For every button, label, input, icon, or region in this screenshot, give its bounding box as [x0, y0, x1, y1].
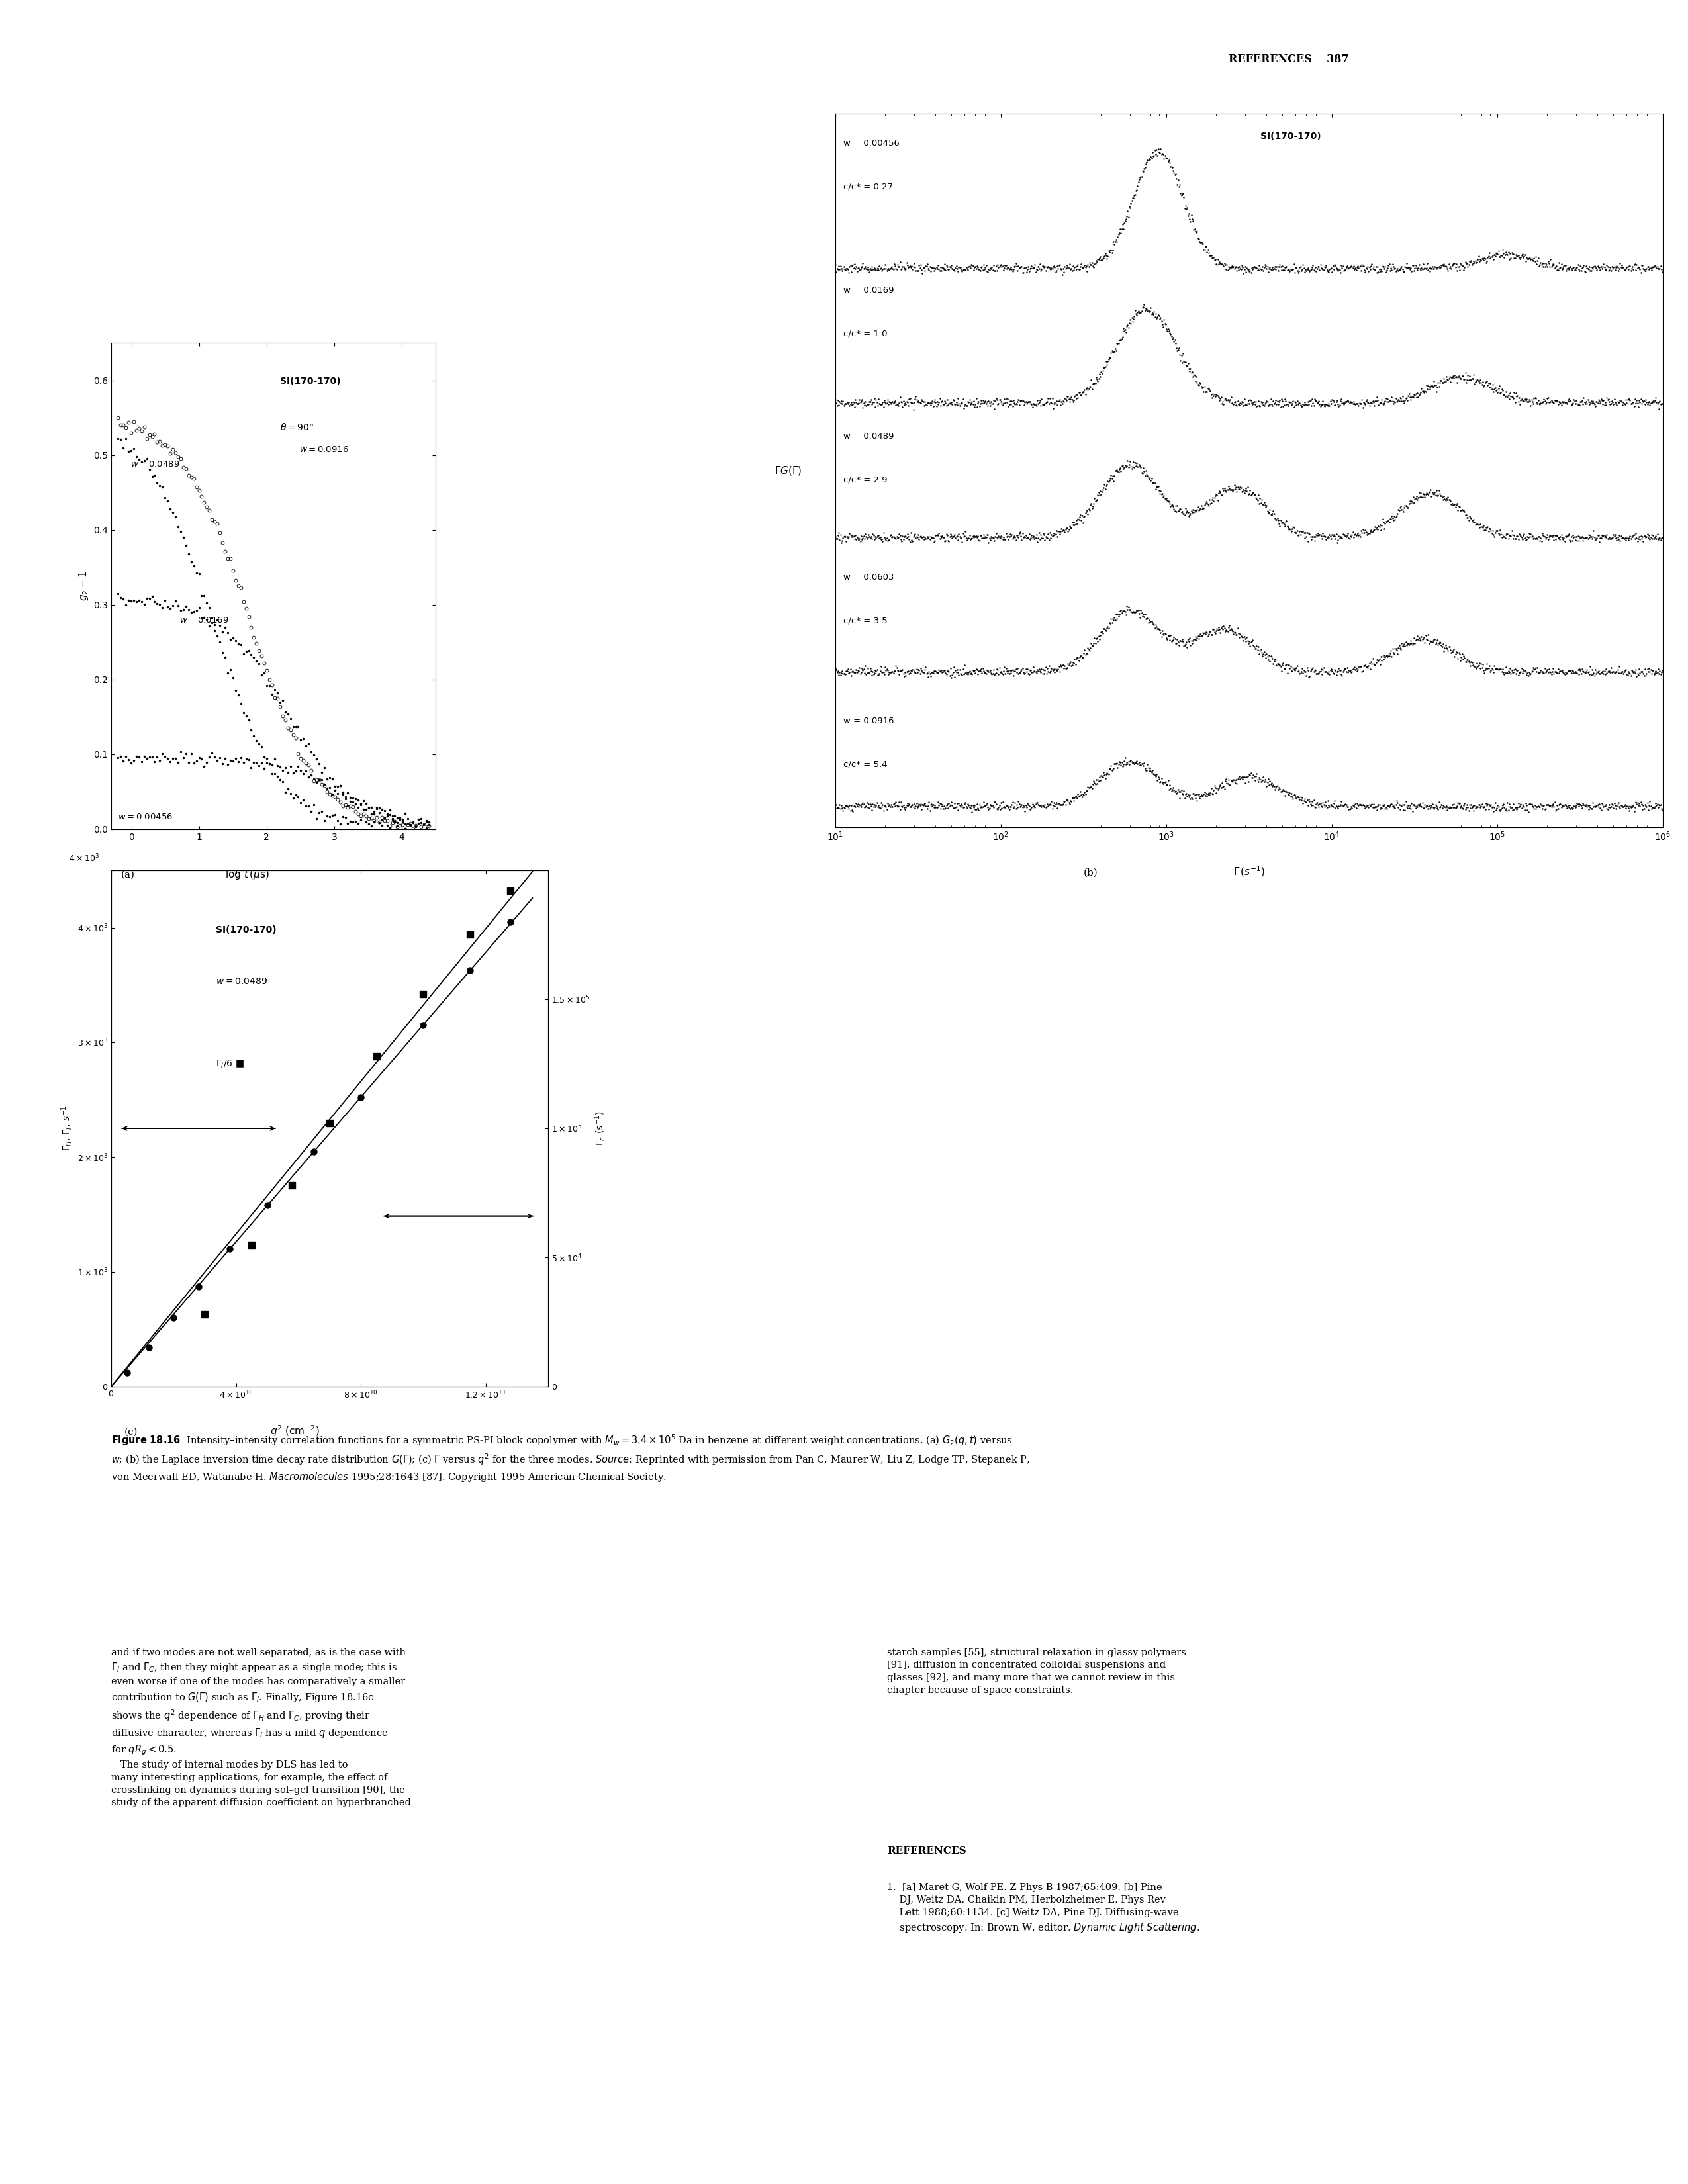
- Text: $\Gamma_I/6\ \blacksquare$: $\Gamma_I/6\ \blacksquare$: [216, 1059, 245, 1070]
- Text: $q^2\ (\mathrm{cm}^{-2})$: $q^2\ (\mathrm{cm}^{-2})$: [270, 1424, 319, 1437]
- Text: $w = 0.0489$: $w = 0.0489$: [130, 461, 181, 470]
- Text: REFERENCES    387: REFERENCES 387: [1229, 52, 1349, 66]
- Text: 1.  [a] Maret G, Wolf PE. Z Phys B 1987;65:409. [b] Pine
    DJ, Weitz DA, Chaik: 1. [a] Maret G, Wolf PE. Z Phys B 1987;6…: [886, 1883, 1200, 1935]
- Text: w = 0.0169: w = 0.0169: [844, 286, 895, 295]
- Text: SI(170-170): SI(170-170): [280, 378, 341, 387]
- Text: starch samples [55], structural relaxation in glassy polymers
[91], diffusion in: starch samples [55], structural relaxati…: [886, 1649, 1187, 1695]
- Text: and if two modes are not well separated, as is the case with
$\Gamma_I$ and $\Ga: and if two modes are not well separated,…: [111, 1649, 410, 1806]
- Text: $\theta = 90°$: $\theta = 90°$: [280, 422, 314, 432]
- Text: $4\times10^3$: $4\times10^3$: [69, 852, 100, 863]
- Text: c/c* = 3.5: c/c* = 3.5: [844, 616, 888, 625]
- Text: w = 0.0489: w = 0.0489: [844, 432, 895, 441]
- Text: c/c* = 0.27: c/c* = 0.27: [844, 181, 893, 190]
- Text: REFERENCES: REFERENCES: [886, 1845, 966, 1856]
- Text: $\Gamma\,(s^{-1})$: $\Gamma\,(s^{-1})$: [1234, 865, 1264, 878]
- Y-axis label: $\Gamma_H,\,\Gamma_I,\,s^{-1}$: $\Gamma_H,\,\Gamma_I,\,s^{-1}$: [59, 1105, 74, 1151]
- Text: SI(170-170): SI(170-170): [216, 926, 277, 935]
- Text: $\mathbf{Figure\ 18.16}$  Intensity–intensity correlation functions for a symmet: $\mathbf{Figure\ 18.16}$ Intensity–inten…: [111, 1433, 1030, 1483]
- Text: $\Gamma G(\Gamma)$: $\Gamma G(\Gamma)$: [775, 465, 802, 476]
- Text: w = 0.00456: w = 0.00456: [844, 140, 900, 146]
- Text: $w = 0.0169$: $w = 0.0169$: [179, 616, 228, 625]
- Text: (c): (c): [125, 1428, 138, 1437]
- Text: $w = 0.00456$: $w = 0.00456$: [118, 812, 172, 821]
- Text: $w = 0.0916$: $w = 0.0916$: [299, 446, 349, 454]
- Text: SI(170-170): SI(170-170): [1261, 131, 1320, 142]
- Text: (a): (a): [122, 869, 135, 880]
- Text: c/c* = 2.9: c/c* = 2.9: [844, 476, 888, 485]
- Text: c/c* = 1.0: c/c* = 1.0: [844, 330, 888, 339]
- Text: $\log\, t\,(\mu\mathrm{s})$: $\log\, t\,(\mu\mathrm{s})$: [225, 867, 270, 880]
- Y-axis label: $\Gamma_c\ (s^{-1})$: $\Gamma_c\ (s^{-1})$: [594, 1112, 608, 1147]
- Text: w = 0.0916: w = 0.0916: [844, 716, 895, 725]
- Text: (b): (b): [1084, 867, 1097, 878]
- Y-axis label: $g_2 - 1$: $g_2 - 1$: [78, 570, 89, 601]
- Text: w = 0.0603: w = 0.0603: [844, 572, 895, 581]
- Text: $w = 0.0489$: $w = 0.0489$: [216, 976, 268, 985]
- Text: c/c* = 5.4: c/c* = 5.4: [844, 760, 888, 769]
